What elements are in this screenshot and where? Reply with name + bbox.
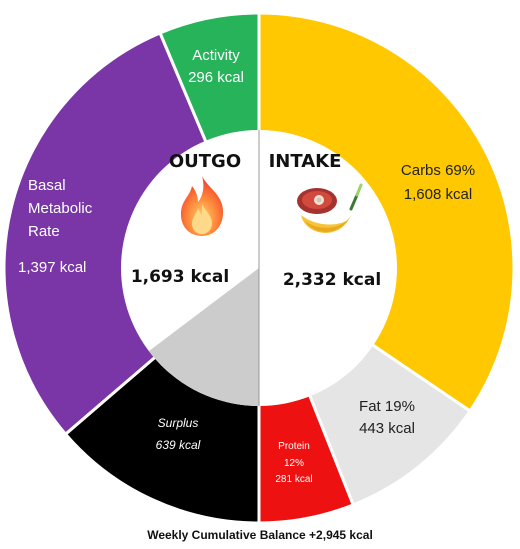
fat-label: Fat 19% [359, 398, 415, 415]
carbs-pct: 69% [445, 162, 475, 179]
fat-name: Fat [359, 398, 382, 415]
fat-value: 443 kcal [359, 420, 415, 437]
intake-title: INTAKE [269, 151, 342, 172]
footer-balance: Weekly Cumulative Balance +2,945 kcal [147, 528, 373, 542]
carbs-name: Carbs [401, 162, 441, 179]
outgo-total: 1,693 kcal [131, 267, 229, 287]
fat-pct: 19% [385, 398, 415, 415]
fire-icon [180, 176, 224, 236]
activity-value: 296 kcal [188, 69, 244, 86]
bmr-value: 1,397 kcal [18, 259, 86, 276]
carbs-label: Carbs 69% [401, 162, 475, 179]
segment-labels: Activity 296 kcal Basal Metabolic Rate 1… [18, 47, 475, 485]
activity-label: Activity [192, 47, 240, 64]
bmr-label-line1: Basal [28, 177, 66, 194]
protein-pct: 12% [284, 458, 304, 469]
food-icon [297, 183, 363, 233]
bmr-label-line3: Rate [28, 223, 60, 240]
slice-carbs [257, 11, 516, 414]
protein-value: 281 kcal [275, 474, 312, 485]
calorie-donut-chart: Activity 296 kcal Basal Metabolic Rate 1… [2, 11, 516, 525]
outgo-title: OUTGO [169, 151, 241, 172]
surplus-label: Surplus [158, 416, 199, 430]
surplus-inner-wedge [149, 268, 259, 406]
bmr-label-line2: Metabolic [28, 200, 93, 217]
intake-total: 2,332 kcal [283, 270, 381, 290]
carbs-value: 1,608 kcal [404, 186, 472, 203]
protein-label: Protein [278, 441, 310, 452]
surplus-value: 639 kcal [156, 438, 201, 452]
